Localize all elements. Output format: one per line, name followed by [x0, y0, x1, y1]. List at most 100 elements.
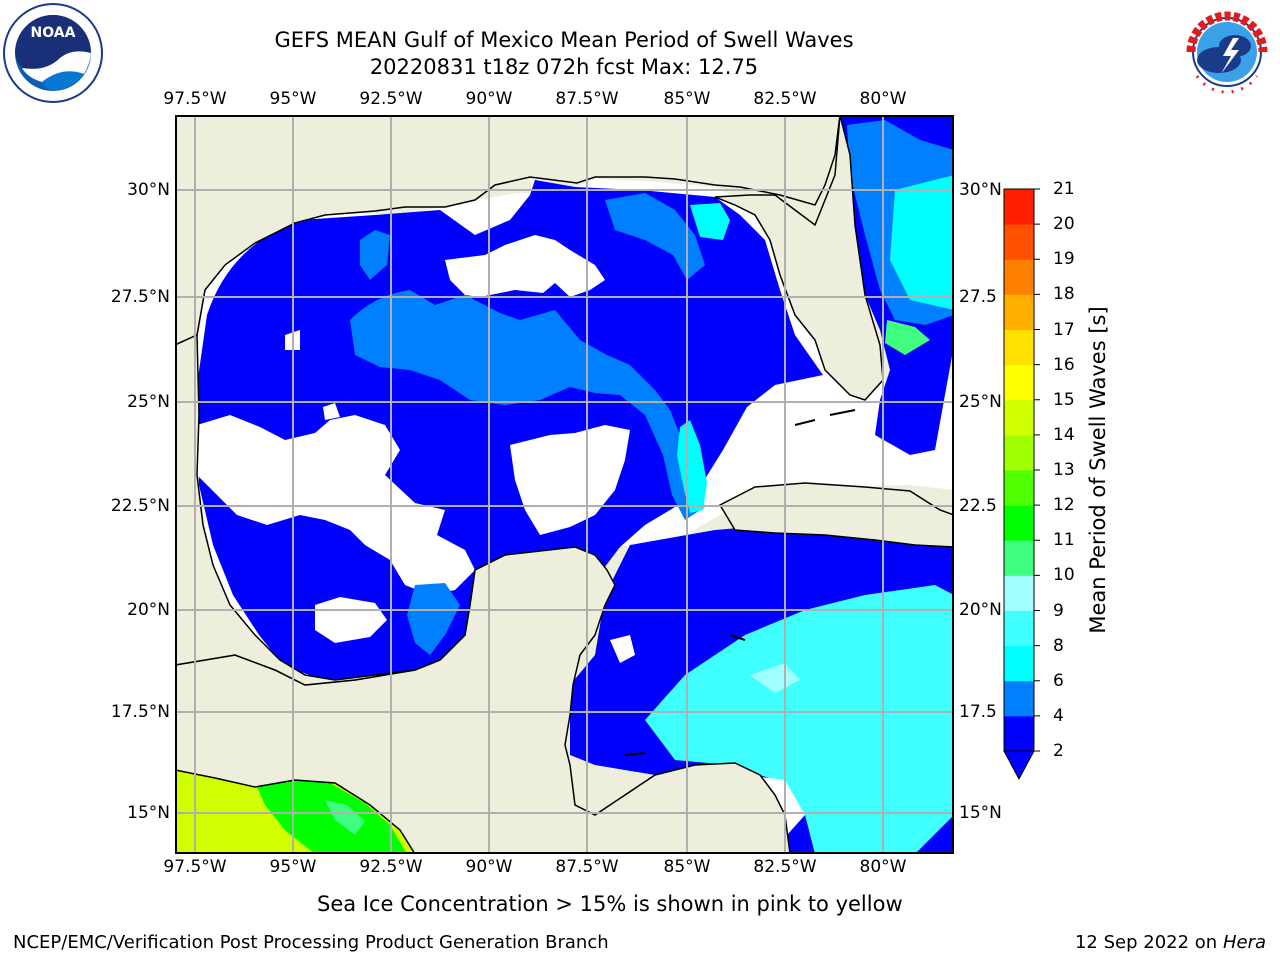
colorbar-segment — [1004, 715, 1034, 752]
lat-label-right: 17.5 — [959, 702, 997, 722]
lat-label-right: 30°N — [959, 180, 1002, 200]
colorbar-svg — [1003, 188, 1040, 781]
swell-2-4s-gulf — [197, 180, 823, 695]
noaa-logo-text: NOAA — [31, 25, 76, 41]
lat-label-left: 27.5°N — [110, 287, 170, 307]
colorbar-segment — [1004, 470, 1034, 506]
colorbar-tick: 13 — [1053, 460, 1075, 480]
nodata-patch — [315, 597, 387, 643]
land-mexico-west — [175, 333, 506, 686]
lat-label-right: 27.5 — [959, 287, 997, 307]
colorbar-tick: 9 — [1053, 600, 1064, 621]
nodata-patch — [610, 635, 635, 663]
swell-6-8s-streak — [677, 420, 707, 513]
colorbar-segment — [1004, 680, 1034, 717]
colorbar-segment — [1004, 329, 1034, 366]
nodata-patch — [510, 425, 630, 535]
land-cuba — [718, 482, 954, 548]
swell-4-6s-patch — [407, 583, 460, 655]
colorbar-segment — [1004, 399, 1034, 436]
colorbar-tick: 19 — [1053, 249, 1075, 270]
nodata-patch — [445, 235, 605, 297]
colorbar-tick: 12 — [1053, 495, 1075, 516]
lon-label-top: 85°W — [663, 89, 711, 109]
swell-9-10s-atlantic — [885, 320, 930, 355]
land-north-coast — [175, 115, 841, 346]
chart-title-line1: GEFS MEAN Gulf of Mexico Mean Period of … — [274, 28, 854, 52]
colorbar-extend-triangle — [1003, 750, 1035, 781]
lat-label-right: 25°N — [959, 392, 1002, 412]
lon-label-top: 82.5°W — [753, 89, 817, 109]
colorbar-tick: 6 — [1053, 670, 1064, 691]
lat-label-right: 15°N — [959, 803, 1002, 823]
colorbar-segment — [1004, 505, 1034, 541]
lon-label-bottom: 82.5°W — [753, 857, 817, 877]
chart-title-line2: 20220831 t18z 072h fcst Max: 12.75 — [369, 55, 759, 79]
lat-label-right: 22.5 — [959, 496, 997, 516]
map-canvas — [175, 115, 954, 854]
lat-label-left: 17.5°N — [110, 702, 170, 722]
island — [624, 634, 746, 756]
noaa-logo: NOAA — [2, 2, 104, 104]
footer-date-text: 12 Sep 2022 on — [1074, 932, 1218, 953]
swell-6-8s-patch — [690, 203, 730, 240]
colorbar-tick: 15 — [1053, 389, 1075, 410]
colorbar-tick: 21 — [1053, 179, 1075, 199]
colorbar-tick: 2 — [1053, 741, 1064, 761]
lat-label-left: 15°N — [127, 803, 170, 823]
swell-4-6s-patch — [605, 193, 705, 280]
lon-label-top: 87.5°W — [555, 89, 619, 109]
colorbar-label: Mean Period of Swell Waves [s] — [1086, 306, 1110, 634]
swell-4-6s-patch — [360, 230, 390, 280]
footer-date: 12 Sep 2022 on Hera — [1075, 932, 1266, 954]
lon-label-bottom: 87.5°W — [555, 857, 619, 877]
island — [794, 409, 856, 426]
lon-label-bottom: 95°W — [269, 857, 317, 877]
colorbar-segment — [1004, 189, 1034, 225]
colorbar-tick: 11 — [1053, 530, 1075, 551]
swell-8-9s-patch — [750, 663, 800, 693]
colorbar-segment — [1004, 575, 1034, 611]
graticule — [175, 115, 954, 854]
lon-label-top: 80°W — [859, 89, 907, 109]
lat-label-right: 20°N — [959, 600, 1002, 620]
lat-label-left: 22.5°N — [110, 496, 170, 516]
lon-label-top: 90°W — [465, 89, 513, 109]
map-frame — [175, 115, 954, 854]
colorbar-tick: 8 — [1053, 635, 1064, 656]
colorbar-segment — [1004, 434, 1034, 471]
swell-11-12s-pacific — [257, 778, 407, 854]
colorbar-tick: 10 — [1053, 565, 1075, 586]
colorbar-segment — [1004, 645, 1034, 682]
colorbar-segment — [1004, 259, 1034, 295]
lon-label-top: 95°W — [269, 89, 317, 109]
footer-org: NCEP/EMC/Verification Post Processing Pr… — [13, 932, 609, 953]
lon-label-bottom: 80°W — [859, 857, 907, 877]
colorbar-segment — [1004, 610, 1034, 647]
swell-10-11s-pacific — [325, 800, 365, 835]
colorbar-tick: 17 — [1053, 319, 1075, 340]
nodata-patch — [323, 403, 340, 420]
lon-label-bottom: 85°W — [663, 857, 711, 877]
colorbar-segment — [1004, 540, 1034, 576]
swell-6-8s-atlantic — [890, 175, 954, 310]
swell-4-6s-band — [350, 290, 705, 520]
lon-label-top: 97.5°W — [163, 89, 227, 109]
map-panel — [175, 115, 954, 854]
colorbar-tick: 14 — [1053, 424, 1075, 445]
colorbar-tick: 4 — [1053, 705, 1064, 726]
colorbar-segment — [1004, 294, 1034, 330]
lon-label-bottom: 90°W — [465, 857, 513, 877]
colorbar-segment — [1004, 224, 1034, 260]
lat-label-left: 20°N — [127, 600, 170, 620]
colorbar-tick: 18 — [1053, 284, 1075, 305]
sea-ice-note: Sea Ice Concentration > 15% is shown in … — [317, 892, 903, 916]
colorbar-tick: 16 — [1053, 354, 1075, 375]
lat-label-left: 25°N — [127, 392, 170, 412]
colorbar — [1000, 185, 1050, 785]
nws-logo — [1177, 2, 1278, 103]
land-florida — [714, 115, 884, 401]
lon-label-bottom: 97.5°W — [163, 857, 227, 877]
footer-host: Hera — [1222, 932, 1266, 953]
lon-label-top: 92.5°W — [359, 89, 423, 109]
